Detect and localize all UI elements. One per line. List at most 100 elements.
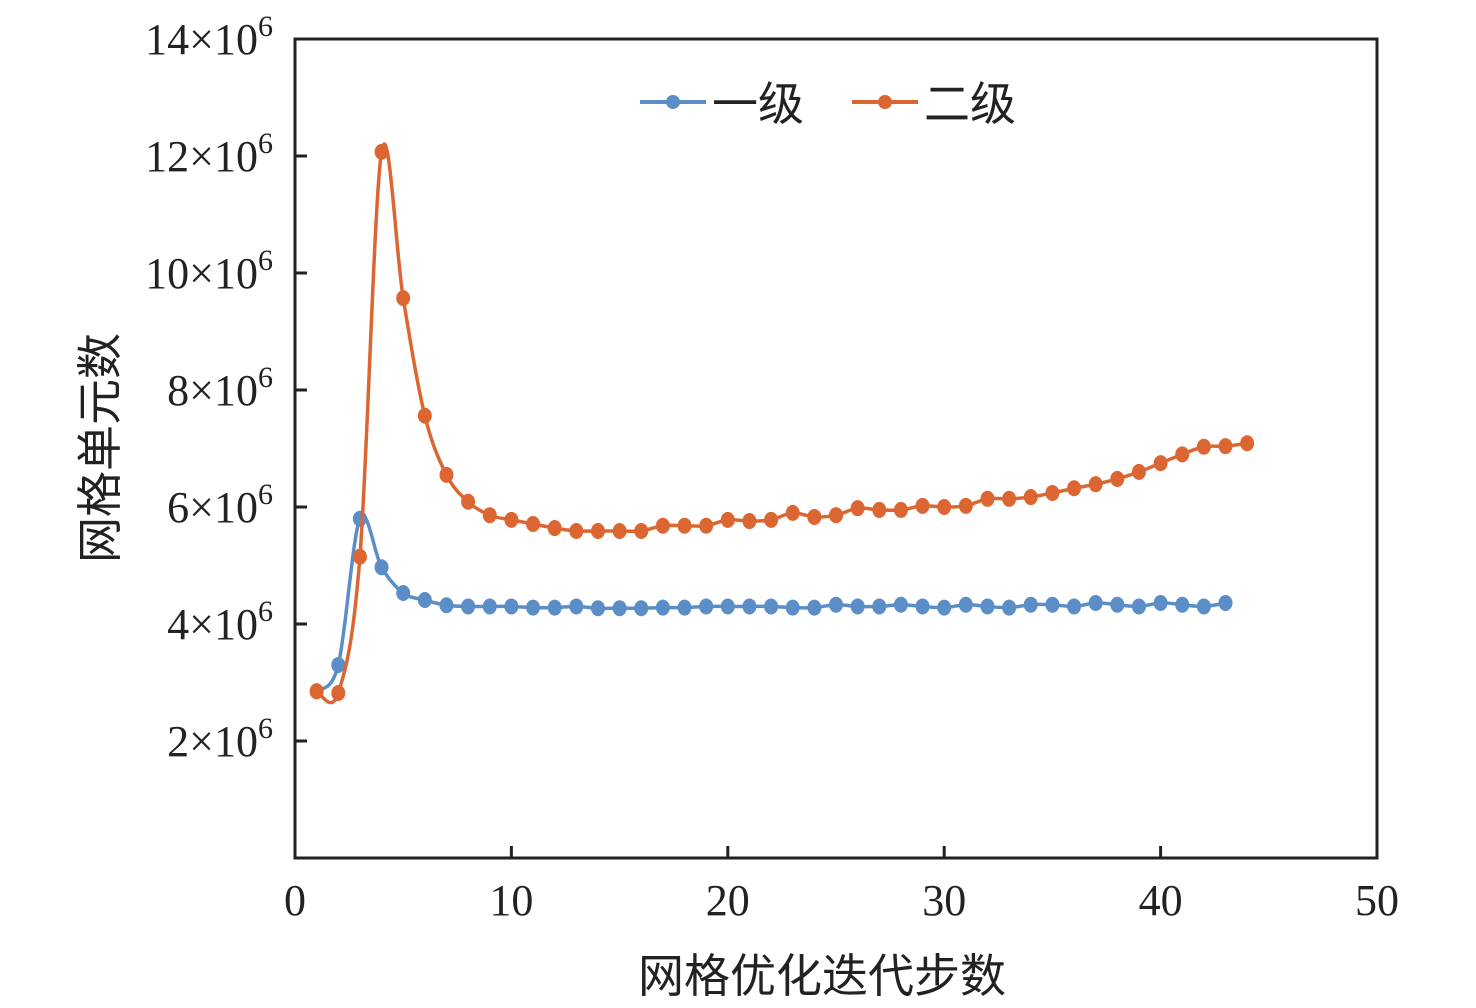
data-point bbox=[1175, 446, 1190, 463]
data-point bbox=[655, 599, 670, 616]
data-point bbox=[829, 507, 843, 524]
data-point bbox=[1218, 438, 1233, 455]
data-point bbox=[1131, 598, 1146, 615]
data-point bbox=[461, 598, 476, 615]
data-point bbox=[1088, 476, 1103, 493]
y-axis: 2×106 4×106 6×106 8×106 10×106 12×106 14×106 bbox=[145, 10, 307, 766]
data-point bbox=[1023, 596, 1038, 613]
data-point bbox=[482, 598, 497, 615]
data-point bbox=[1196, 598, 1211, 615]
y-tick-label: 14×106 bbox=[145, 10, 273, 64]
data-point bbox=[396, 584, 411, 601]
x-tick-label: 30 bbox=[922, 876, 966, 925]
data-point bbox=[1131, 463, 1146, 480]
x-axis-label: 网格优化迭代步数 bbox=[638, 949, 1006, 1003]
data-point bbox=[1023, 489, 1038, 506]
data-point bbox=[1067, 480, 1082, 497]
data-point bbox=[1153, 455, 1168, 472]
data-point bbox=[764, 511, 779, 528]
data-point bbox=[1175, 596, 1190, 613]
x-tick-label: 0 bbox=[284, 876, 306, 925]
data-point bbox=[785, 599, 800, 616]
data-point bbox=[352, 510, 367, 527]
data-point bbox=[439, 466, 454, 483]
data-point bbox=[1045, 484, 1060, 501]
x-tick-label: 50 bbox=[1355, 876, 1399, 925]
series-group bbox=[309, 142, 1255, 705]
data-point bbox=[1218, 594, 1233, 611]
data-point bbox=[374, 143, 389, 160]
data-point bbox=[850, 598, 865, 615]
data-point bbox=[396, 290, 411, 307]
data-point bbox=[807, 508, 822, 525]
data-point bbox=[850, 500, 865, 517]
legend-marker-2 bbox=[878, 95, 892, 109]
x-axis: 0 10 20 30 40 50 bbox=[284, 846, 1399, 925]
y-tick-label: 12×106 bbox=[145, 127, 273, 181]
data-point bbox=[785, 504, 800, 521]
data-point bbox=[1110, 470, 1125, 487]
data-point bbox=[655, 517, 670, 534]
y-tick-label: 10×106 bbox=[145, 244, 273, 298]
data-point bbox=[417, 407, 432, 424]
data-point bbox=[915, 598, 930, 615]
data-point bbox=[872, 501, 887, 518]
legend: 一级 二级 bbox=[640, 77, 1016, 131]
data-point bbox=[612, 600, 627, 617]
data-point bbox=[1045, 596, 1060, 613]
data-point bbox=[309, 683, 324, 700]
data-point bbox=[742, 598, 757, 615]
y-tick-label: 2×106 bbox=[167, 712, 273, 766]
data-point bbox=[1240, 435, 1255, 452]
x-tick-label: 40 bbox=[1139, 876, 1183, 925]
data-point bbox=[504, 598, 519, 615]
data-point bbox=[439, 597, 454, 614]
data-point bbox=[504, 511, 519, 528]
y-tick-label: 6×106 bbox=[167, 478, 273, 532]
data-point bbox=[1088, 594, 1103, 611]
y-tick-label: 4×106 bbox=[167, 595, 273, 649]
data-point bbox=[547, 520, 562, 537]
legend-label-2: 二级 bbox=[924, 77, 1016, 131]
data-point bbox=[1002, 599, 1017, 616]
data-point bbox=[612, 522, 627, 539]
data-point bbox=[569, 598, 584, 615]
data-point bbox=[807, 599, 822, 616]
data-point bbox=[893, 596, 908, 613]
data-point bbox=[764, 598, 779, 615]
data-point bbox=[374, 559, 389, 576]
data-point bbox=[980, 490, 995, 507]
x-tick-label: 10 bbox=[489, 876, 533, 925]
data-point bbox=[1002, 490, 1017, 507]
y-axis-label: 网格单元数 bbox=[73, 333, 127, 563]
data-point bbox=[590, 600, 605, 617]
data-point bbox=[1196, 438, 1211, 455]
data-point bbox=[829, 596, 843, 613]
data-point bbox=[720, 511, 735, 528]
data-point bbox=[1067, 598, 1082, 615]
data-point bbox=[526, 515, 541, 532]
data-point bbox=[699, 598, 714, 615]
data-point bbox=[590, 522, 605, 539]
data-point bbox=[677, 517, 692, 534]
data-point bbox=[634, 522, 649, 539]
data-point bbox=[1153, 594, 1168, 611]
data-point bbox=[331, 656, 346, 673]
data-point bbox=[1110, 596, 1125, 613]
data-point bbox=[937, 499, 952, 515]
data-point bbox=[331, 685, 346, 702]
legend-marker-1 bbox=[666, 95, 680, 109]
data-point bbox=[958, 497, 973, 514]
data-point bbox=[482, 507, 497, 524]
data-point bbox=[677, 599, 692, 616]
data-point bbox=[720, 598, 735, 615]
data-point bbox=[634, 600, 649, 617]
legend-label-1: 一级 bbox=[712, 77, 804, 131]
y-tick-label: 8×106 bbox=[167, 361, 273, 415]
plot-frame bbox=[293, 37, 1379, 860]
data-point bbox=[526, 599, 541, 616]
x-tick-label: 20 bbox=[706, 876, 750, 925]
data-point bbox=[461, 493, 476, 510]
data-point bbox=[915, 497, 930, 514]
